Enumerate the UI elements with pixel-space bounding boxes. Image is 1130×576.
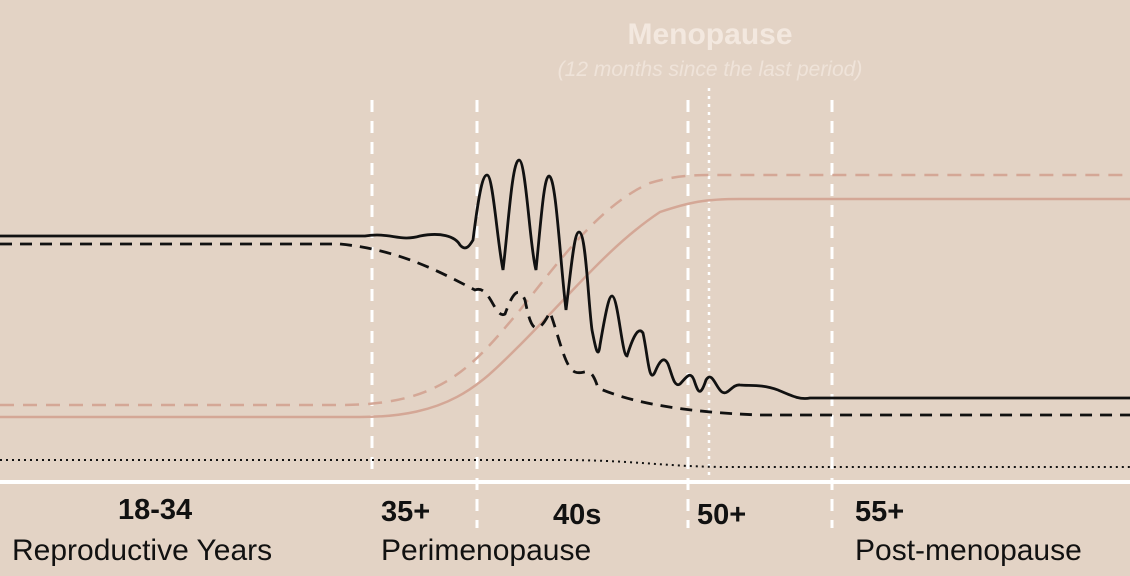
stage-age-perimenopause: 35+ [381, 496, 431, 528]
menopause-title: Menopause [627, 18, 793, 51]
stage-age-40s: 40s [553, 499, 602, 531]
menopause-subtitle: (12 months since the last period) [557, 58, 863, 81]
stage-name-postmenopause: Post-menopause [855, 534, 1082, 567]
stage-name-reproductive: Reproductive Years [12, 534, 273, 567]
stage-age-50: 50+ [697, 499, 747, 531]
black-dashed-curve [0, 242, 1130, 417]
pink-dashed-curve [0, 173, 1130, 407]
black-solid-curve [0, 158, 1130, 400]
pink-solid-curve [0, 197, 1130, 419]
stage-name-perimenopause: Perimenopause [381, 534, 592, 567]
stage-age-postmenopause: 55+ [855, 496, 905, 528]
dotted-baseline-curve [0, 459, 1130, 468]
stage-age-reproductive: 18-34 [118, 494, 193, 526]
